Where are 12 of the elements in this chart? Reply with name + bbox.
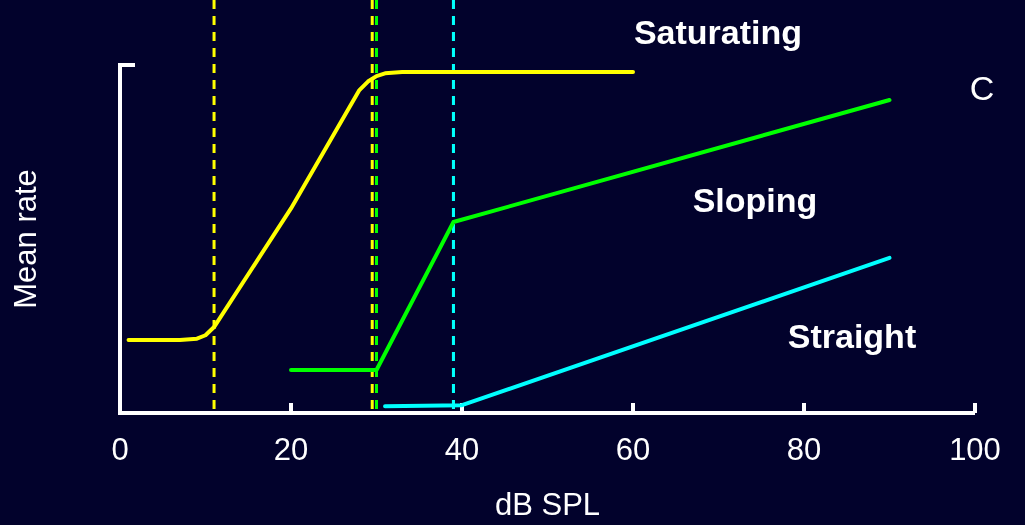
x-tick-label: 80 — [786, 432, 822, 467]
x-axis-title: dB SPL — [494, 487, 601, 522]
x-tick-label: 40 — [444, 432, 480, 467]
series-label: Saturating — [633, 13, 803, 51]
x-tick-label: 20 — [273, 432, 309, 467]
x-tick-label: 0 — [111, 432, 129, 467]
x-tick-label: 60 — [615, 432, 651, 467]
x-tick-label: 100 — [949, 432, 1001, 467]
y-axis-title: Mean rate — [8, 169, 43, 309]
series-label: Sloping — [692, 181, 818, 219]
series-label: Straight — [787, 317, 917, 355]
annotation: C — [969, 69, 995, 107]
